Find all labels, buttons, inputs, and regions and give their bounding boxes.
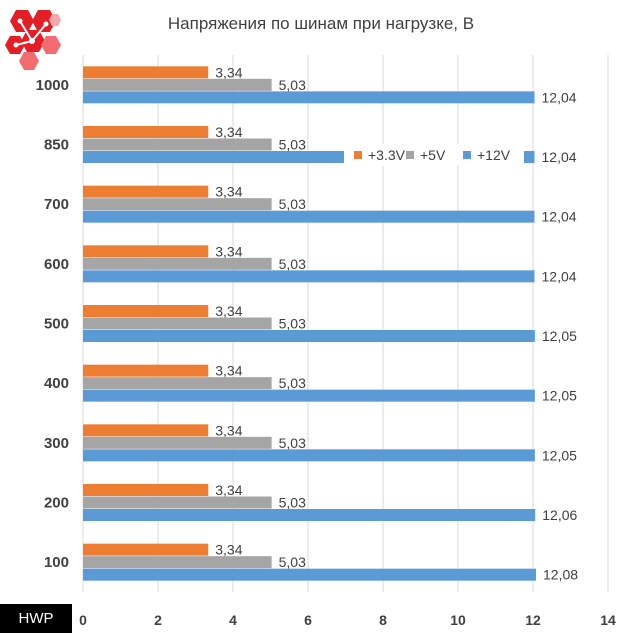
bar [83,126,209,138]
bar [83,377,272,390]
legend-label: +3.3V [368,147,406,163]
data-label: 3,34 [215,184,242,200]
bar [83,185,209,198]
category-label: 400 [44,375,69,392]
bar [83,389,535,402]
data-label: 12,06 [542,507,577,523]
bar [83,91,535,104]
bar [83,317,272,330]
data-label: 5,03 [279,435,306,451]
category-label: 850 [44,137,69,154]
bar [83,78,272,91]
legend-swatch [354,151,362,159]
data-label: 3,34 [215,422,242,438]
bar [83,424,209,437]
data-label: 5,03 [279,495,306,511]
bar [83,270,535,283]
data-label: 12,05 [542,447,577,463]
bar [83,245,209,258]
bar [83,257,272,270]
data-label: 3,34 [215,482,242,498]
data-label: 12,04 [542,268,577,284]
data-label: 12,04 [542,209,577,225]
data-label: 5,03 [279,375,306,391]
bar [83,509,536,521]
data-label: 3,34 [215,363,242,379]
logo-icon [5,10,61,70]
bar [83,556,272,569]
x-tick-label: 12 [525,612,541,628]
category-label: 600 [44,256,69,273]
data-label: 12,04 [542,149,577,165]
bar [83,305,209,317]
category-label: 100 [44,554,69,571]
bar [83,364,209,377]
data-label: 12,05 [542,388,577,404]
x-tick-label: 4 [229,612,237,628]
data-label: 3,34 [215,542,242,558]
bar [83,138,272,151]
legend-swatch [406,151,414,159]
legend-background [344,144,524,166]
x-tick-label: 8 [379,612,387,628]
data-label: 5,03 [279,256,306,272]
category-label: 200 [44,495,69,512]
bar [83,436,272,449]
x-tick-label: 2 [154,612,162,628]
bar [83,198,272,211]
legend-label: +5V [420,147,446,163]
data-label: 3,34 [215,303,242,319]
x-tick-label: 10 [450,612,466,628]
data-label: 5,03 [279,137,306,153]
category-label: 1000 [36,77,69,94]
data-label: 5,03 [279,196,306,212]
data-label: 12,05 [542,328,577,344]
x-tick-label: 6 [304,612,312,628]
bar [83,449,535,462]
category-label: 500 [44,316,69,333]
bar [83,543,209,556]
data-label: 12,04 [542,89,577,105]
category-label: 300 [44,435,69,452]
data-label: 5,03 [279,77,306,93]
legend-swatch [463,151,471,159]
bar [83,66,209,79]
data-label: 12,08 [543,567,578,583]
x-tick-label: 14 [600,612,616,628]
data-label: 5,03 [279,554,306,570]
watermark-badge: HWP [0,604,72,633]
x-tick-label: 0 [79,612,87,628]
chart-title: Напряжения по шинам при нагрузке, В [167,14,475,33]
bar [83,568,536,581]
legend-label: +12V [477,147,511,163]
category-label: 700 [44,196,69,213]
bar [83,210,535,223]
bar [83,330,535,342]
data-label: 5,03 [279,316,306,332]
data-label: 3,34 [215,243,242,259]
bar [83,496,272,509]
bar [83,484,209,496]
data-label: 3,34 [215,64,242,80]
data-label: 3,34 [215,124,242,140]
